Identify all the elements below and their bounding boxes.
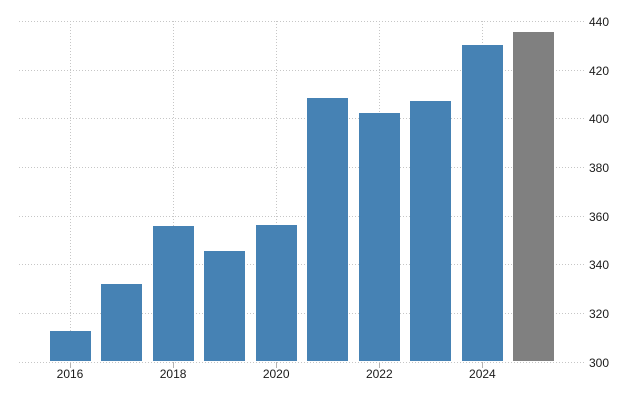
bar-2024 [461,45,503,362]
y-tick-label-440: 440 [589,15,610,29]
gridline-horizontal-400 [19,118,584,120]
y-tick-label-400: 400 [589,112,610,127]
bar-2018 [152,226,194,362]
x-tick-label-2018: 2018 [159,367,187,381]
y-tick-label-340: 340 [589,258,610,273]
gridline-horizontal-320 [19,312,584,314]
bar-2020 [255,225,297,362]
gridline-horizontal-380 [19,166,584,168]
x-tick-label-2024: 2024 [469,367,496,381]
y-tick-label-320: 320 [589,306,610,321]
bar-2021 [307,98,349,362]
x-tick-label-2020: 2020 [262,367,290,381]
gridline-horizontal-440 [19,21,584,22]
gridline-vertical-2018 [173,21,175,362]
x-axis-tick-2024 [482,361,484,368]
gridline-vertical-2020 [276,21,278,362]
x-axis-tick-2022 [379,361,381,368]
bar-2023 [410,100,452,362]
bar-2025 [513,31,555,362]
bar-2022 [358,112,400,362]
x-axis-tick-2016 [70,361,71,368]
y-tick-label-380: 380 [589,160,610,175]
bar-2019 [204,251,246,362]
x-axis-tick-2018 [173,361,175,368]
bar-2017 [101,284,143,362]
y-tick-label-300: 300 [589,355,610,370]
x-axis-tick-2020 [276,361,278,368]
y-tick-label-420: 420 [589,63,610,78]
gridline-horizontal-340 [19,264,584,266]
bar-2016 [49,331,91,362]
x-tick-label-2016: 2016 [56,367,84,381]
y-tick-label-360: 360 [589,209,610,224]
gridline-horizontal-360 [19,215,584,217]
gridline-vertical-2016 [70,21,71,362]
gridline-horizontal-420 [19,69,584,71]
gridline-horizontal-300 [19,361,584,363]
x-tick-label-2022: 2022 [365,367,393,381]
